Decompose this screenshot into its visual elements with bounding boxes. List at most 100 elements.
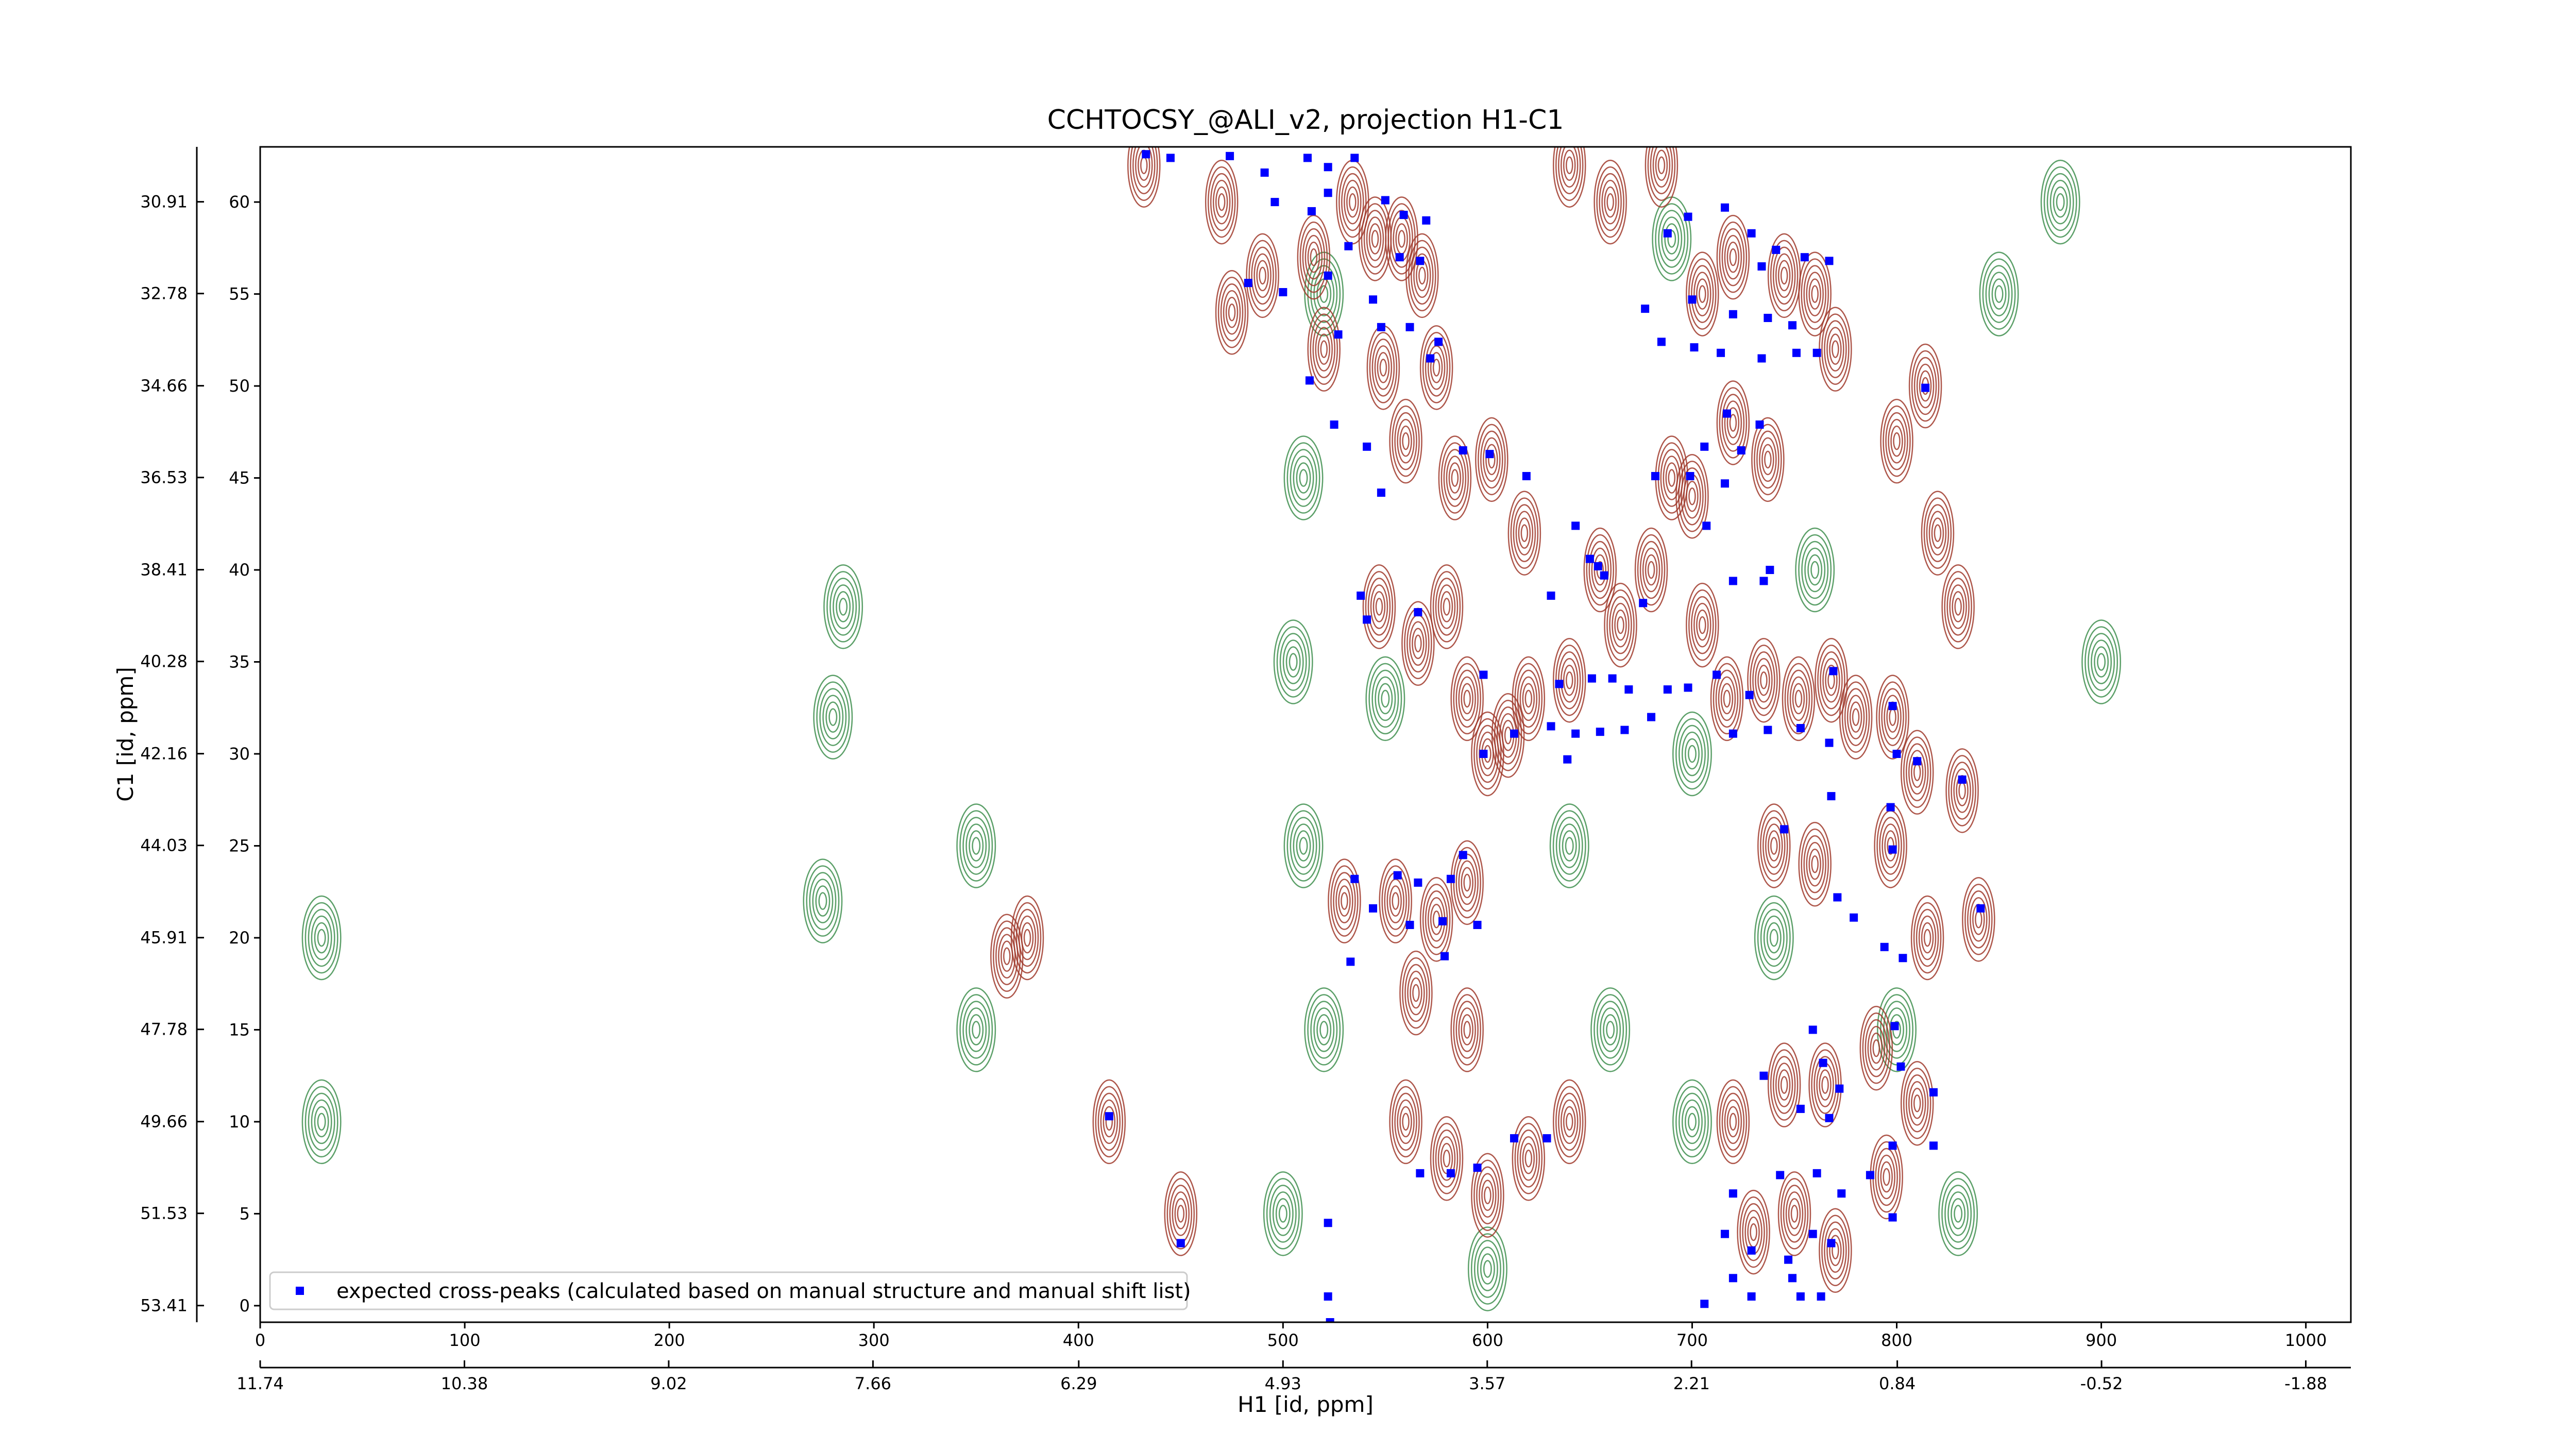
contour-ring: [1001, 940, 1013, 972]
cross-peak-marker: [1244, 279, 1252, 288]
contour-ring: [2053, 186, 2068, 218]
contour-ring: [1681, 467, 1704, 526]
cross-peak-marker: [1886, 803, 1895, 812]
cross-peak-marker: [1547, 591, 1555, 600]
contour-ring: [1127, 147, 1161, 208]
contour-ring: [1729, 248, 1737, 266]
contour-ring: [956, 987, 996, 1072]
contour-ring: [1473, 718, 1502, 790]
contour-ring: [1177, 1205, 1185, 1223]
contour-ring: [1514, 1123, 1543, 1194]
contour-ring: [1463, 873, 1471, 892]
contour-ring: [1215, 186, 1228, 218]
contour-ring: [1565, 1113, 1573, 1131]
x-tick-label: 800: [1881, 1330, 1912, 1350]
contour-ring: [1402, 1113, 1410, 1131]
contour-ring: [1513, 504, 1536, 562]
contour-ring: [822, 695, 844, 739]
cross-peak-marker: [1260, 168, 1269, 177]
x-tick-label: 500: [1267, 1330, 1299, 1350]
contour-ring: [1699, 616, 1706, 634]
x2-tick-label: 4.93: [1265, 1374, 1301, 1393]
cross-peak-marker: [1888, 702, 1897, 711]
contour-ring: [1903, 1067, 1931, 1139]
contour-ring: [1276, 626, 1310, 698]
contour-ring: [1945, 748, 1979, 833]
cross-peak-marker: [1438, 917, 1447, 925]
contour-ring: [1272, 1191, 1294, 1236]
cross-peak-marker: [1459, 446, 1467, 454]
cross-peak-marker: [1324, 189, 1332, 197]
contour-ring: [1399, 950, 1433, 1036]
contour-ring: [1205, 159, 1239, 245]
contour-ring: [1919, 370, 1932, 402]
contour-ring: [1313, 1007, 1335, 1052]
x2-tick-label: 7.66: [855, 1374, 891, 1393]
contour-ring: [1982, 258, 2016, 330]
cross-peak-marker: [1416, 1169, 1425, 1177]
contour-ring: [1739, 1196, 1768, 1268]
contour-ring: [1650, 147, 1673, 194]
contour-ring: [1757, 902, 1791, 974]
contour-ring: [1782, 656, 1816, 742]
contour-ring: [1290, 449, 1317, 507]
contour-ring: [1375, 676, 1396, 721]
cross-peak-marker: [1720, 479, 1729, 488]
contour-ring: [1552, 1079, 1586, 1165]
contour-ring: [1253, 253, 1272, 298]
contour-ring: [1821, 1215, 1850, 1287]
contour-ring: [1985, 265, 2013, 323]
cross-peak-marker: [1764, 726, 1772, 734]
cross-peak-marker: [1334, 330, 1343, 339]
contour-ring: [1461, 1014, 1473, 1046]
contour-ring: [1555, 1086, 1584, 1158]
contour-ring: [1100, 1099, 1118, 1144]
contour-ring: [1726, 1106, 1740, 1138]
contour-ring: [1617, 616, 1624, 634]
contour-ring: [311, 915, 332, 961]
contour-ring: [1375, 598, 1383, 616]
contour-ring: [1443, 449, 1467, 507]
contour-ring: [1679, 724, 1706, 783]
contour-ring: [1432, 571, 1461, 643]
contour-ring: [1440, 442, 1469, 514]
contour-ring: [1293, 456, 1314, 500]
y2-tick-label: 45.91: [140, 928, 188, 948]
contour-ring: [1341, 173, 1364, 231]
contour-ring: [1215, 270, 1249, 355]
cross-peak-marker: [1620, 726, 1629, 734]
cross-peak-marker: [1702, 521, 1711, 530]
contour-ring: [1315, 327, 1333, 372]
contour-ring: [1283, 803, 1324, 888]
contour-ring: [1941, 564, 1975, 649]
contour-ring: [1480, 1253, 1495, 1285]
cross-peak-marker: [1434, 338, 1443, 346]
contour-ring: [1588, 541, 1612, 599]
contour-ring: [1480, 430, 1503, 489]
contour-ring: [1432, 1123, 1461, 1194]
contour-ring: [1905, 743, 1929, 801]
contour-ring: [1719, 221, 1748, 293]
contour-ring: [1338, 166, 1367, 238]
contour-ring: [965, 1007, 987, 1052]
cross-peak-marker: [1346, 957, 1355, 966]
contour-ring: [1596, 166, 1624, 238]
contour-ring: [1563, 664, 1576, 696]
contour-ring: [1770, 837, 1778, 855]
y-tick-label: 30: [229, 744, 250, 764]
contour-ring: [1338, 885, 1351, 917]
contour-ring: [1737, 1189, 1770, 1275]
cross-peak-marker: [1279, 288, 1287, 297]
contour-ring: [1801, 541, 1829, 599]
contour-ring: [1964, 883, 1993, 955]
y2-tick-label: 42.16: [140, 744, 188, 764]
cross-peak-marker: [1639, 599, 1648, 608]
cross-peak-marker: [1700, 442, 1709, 451]
contour-ring: [806, 865, 840, 937]
contour-ring: [1880, 398, 1913, 484]
cross-peak-marker: [1142, 150, 1150, 159]
y-axis-label: C1 [id, ppm]: [113, 667, 138, 801]
contour-ring: [1491, 693, 1525, 778]
contour-ring: [1470, 1233, 1504, 1305]
contour-ring: [1612, 602, 1630, 648]
